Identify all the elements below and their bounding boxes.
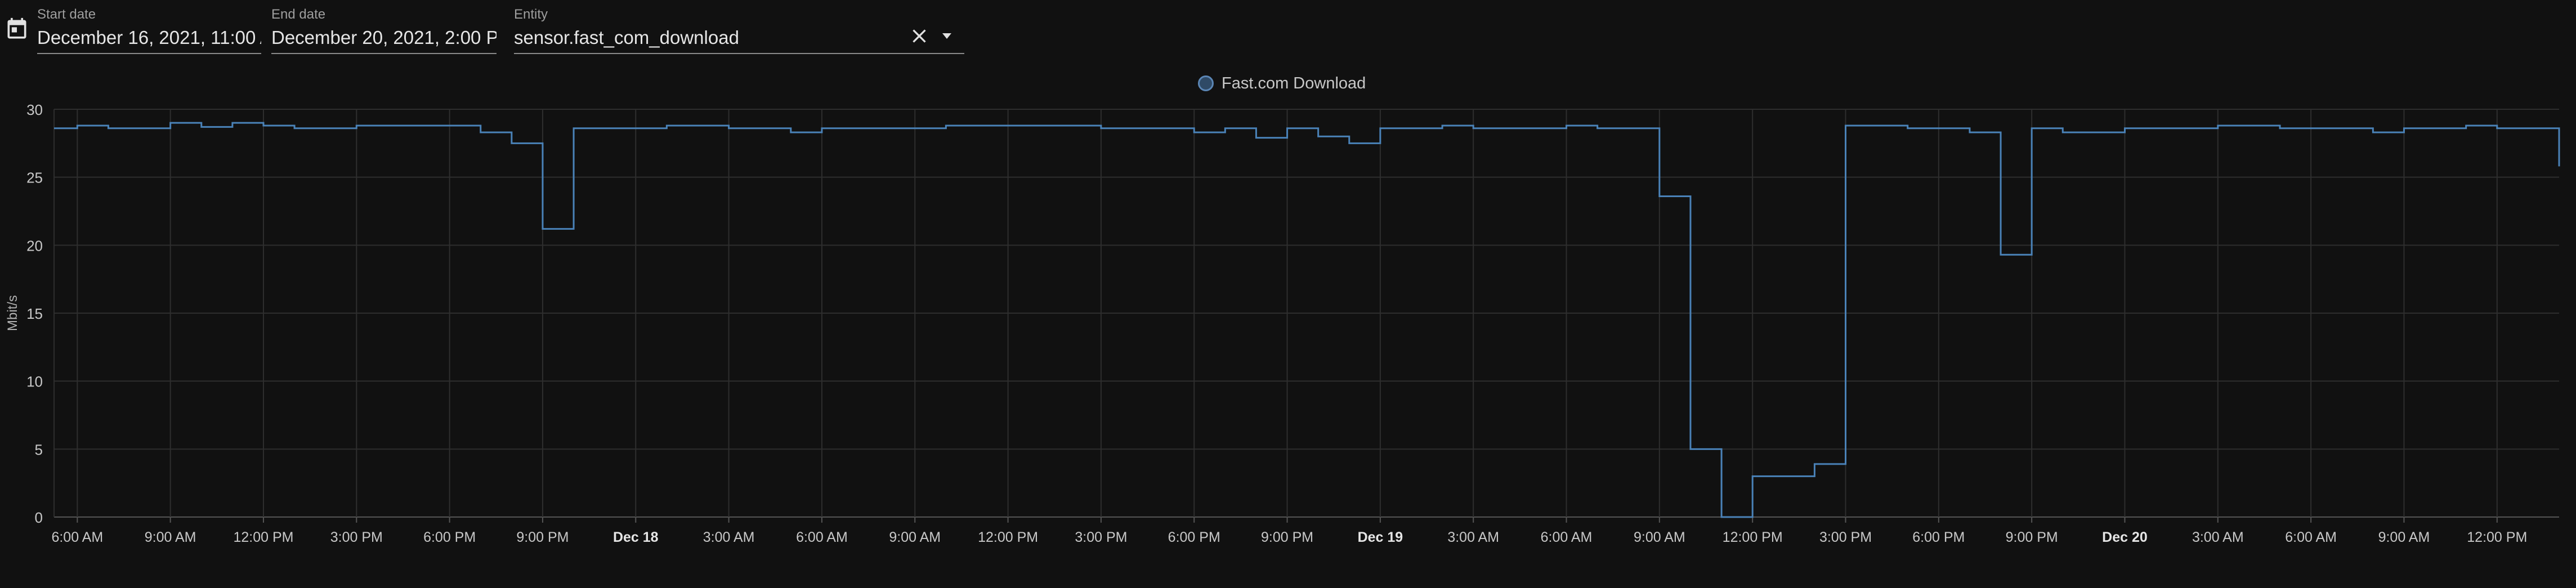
x-tick-label: 6:00 AM [2285,529,2337,545]
x-tick-label: 3:00 PM [1819,529,1872,545]
x-tick-label: 6:00 PM [1912,529,1965,545]
entity-picker[interactable]: Entity sensor.fast_com_download [514,5,964,54]
x-tick-label: 12:00 PM [1723,529,1783,545]
history-toolbar: Start date December 16, 2021, 11:00 A En… [0,0,2576,68]
legend-swatch [1198,75,1214,91]
y-axis: 0 5 10 15 20 25 30 Mbit/s [5,101,43,526]
calendar-icon[interactable] [5,17,29,42]
x-tick-label: 6:00 AM [1541,529,1593,545]
x-tick-label: 3:00 AM [2192,529,2244,545]
x-tick-label: 12:00 PM [978,529,1038,545]
x-tick-label: 6:00 PM [423,529,476,545]
legend-item-fast-com-download[interactable]: Fast.com Download [1198,72,1366,95]
x-tick-label: 3:00 PM [330,529,383,545]
x-tick-label: 6:00 AM [796,529,848,545]
y-tick-label: 15 [26,305,43,322]
x-tick-label: 9:00 PM [2006,529,2058,545]
entity-input[interactable]: sensor.fast_com_download [514,27,739,48]
end-date-field[interactable]: End date December 20, 2021, 2:00 PM [271,5,497,54]
y-tick-label: 5 [35,441,43,458]
x-tick-label: 9:00 PM [516,529,569,545]
x-tick-label: Dec 18 [613,529,659,545]
x-tick-label: 6:00 PM [1168,529,1220,545]
y-tick-label: 25 [26,170,43,186]
y-tick-label: 20 [26,237,43,254]
series-line [54,122,2560,518]
x-tick-label: Dec 19 [1358,529,1403,545]
close-icon[interactable] [908,25,931,47]
x-tick-label: 3:00 PM [1075,529,1127,545]
x-tick-label: 9:00 AM [2378,529,2430,545]
entity-label: Entity [514,7,548,22]
start-date-label: Start date [37,7,96,22]
x-tick-label: 9:00 AM [889,529,941,545]
x-tick-label: 12:00 PM [2467,529,2527,545]
chart-series [53,122,2560,518]
legend-label: Fast.com Download [1222,74,1366,92]
start-date-underline [37,53,261,54]
start-date-input[interactable]: December 16, 2021, 11:00 A [37,27,261,48]
end-date-label: End date [271,7,326,22]
entity-underline [514,53,964,54]
end-date-underline [271,53,497,54]
y-tick-label: 30 [26,101,43,118]
x-tick-label: 9:00 PM [1261,529,1313,545]
x-axis: 6:00 AM 9:00 AM 12:00 PM 3:00 PM 6:00 PM 9:00… [51,529,2527,545]
y-axis-title: Mbit/s [5,295,20,331]
x-tick-label: 6:00 AM [51,529,103,545]
y-tick-label: 0 [35,509,43,526]
x-tick-label: 9:00 AM [1634,529,1685,545]
y-tick-label: 10 [26,373,43,390]
chart-grid [53,109,2559,523]
end-date-input[interactable]: December 20, 2021, 2:00 PM [271,27,497,48]
x-tick-label: Dec 20 [2102,529,2148,545]
x-tick-label: 3:00 AM [1447,529,1499,545]
x-tick-label: 3:00 AM [703,529,755,545]
start-date-field[interactable]: Start date December 16, 2021, 11:00 A [37,5,261,54]
caret-down-icon[interactable] [938,29,955,43]
x-tick-label: 12:00 PM [233,529,293,545]
x-tick-label: 9:00 AM [145,529,196,545]
